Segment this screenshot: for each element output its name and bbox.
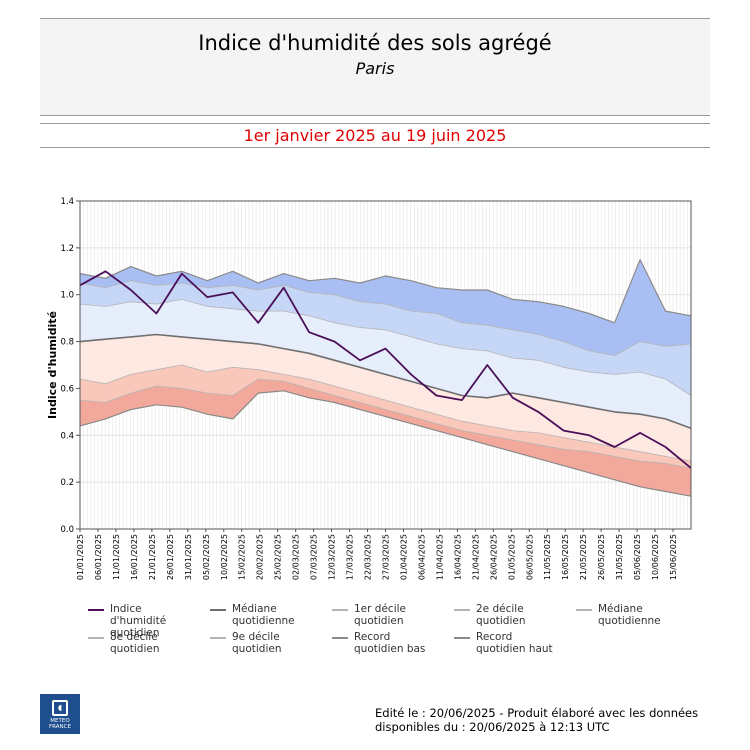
x-tick-label: 26/01/2025	[166, 534, 175, 580]
legend-item: Indice d'humidité quotidien	[88, 603, 198, 639]
x-tick-label: 21/04/2025	[471, 534, 480, 580]
series-median	[79, 333, 692, 430]
y-tick-label: 0.0	[60, 525, 74, 535]
legend-label: Médiane quotidienne	[232, 603, 295, 627]
logo-mark-icon: ◖	[52, 700, 68, 716]
x-tick-label: 10/02/2025	[220, 534, 229, 580]
y-axis-label: Indice d'humidité	[46, 311, 59, 419]
x-tick-label: 21/05/2025	[579, 534, 588, 580]
legend-item: Record quotidien haut	[454, 631, 564, 655]
legend-label: 2e décile quotidien	[476, 603, 526, 627]
logo-text: METEO FRANCE	[49, 718, 71, 730]
legend-item: 9e décile quotidien	[210, 631, 320, 655]
legend-swatch	[332, 637, 348, 639]
footer-line-1: Edité le : 20/06/2025 - Produit élaboré …	[375, 706, 699, 720]
x-tick-label: 02/03/2025	[292, 534, 301, 580]
x-tick-label: 10/06/2025	[651, 534, 660, 580]
legend-item: Médiane quotidienne	[210, 603, 320, 627]
band-d9-d8	[80, 280, 691, 396]
y-tick-label: 1.4	[60, 197, 74, 207]
y-tick-label: 1.2	[60, 244, 74, 254]
x-tick-label: 15/02/2025	[238, 534, 247, 580]
x-tick-label: 01/05/2025	[507, 534, 516, 580]
series-decile-9	[79, 280, 692, 356]
footer-line-2: disponibles du : 20/06/2025 à 12:13 UTC	[375, 720, 610, 734]
legend-label: Record quotidien bas	[354, 631, 426, 655]
x-tick-label: 06/01/2025	[94, 534, 103, 580]
x-tick-label: 17/03/2025	[346, 534, 355, 580]
series-record-low	[79, 390, 692, 497]
page-title: Indice d'humidité des sols agrégé	[198, 31, 552, 55]
y-tick-label: 1.0	[60, 291, 74, 301]
legend-label: Médiane quotidienne	[598, 603, 661, 627]
x-tick-label: 27/03/2025	[382, 534, 391, 580]
x-tick-label: 25/02/2025	[274, 534, 283, 580]
x-tick-label: 26/05/2025	[597, 534, 606, 580]
legend-label: 8e décile quotidien	[110, 631, 160, 655]
x-tick-label: 16/05/2025	[561, 534, 570, 580]
header-box: Indice d'humidité des sols agrégé Paris	[40, 18, 710, 116]
legend-item: Record quotidien bas	[332, 631, 442, 655]
x-tick-label: 11/01/2025	[112, 534, 121, 580]
band-d1-record-low	[80, 379, 691, 497]
band-d8-median	[80, 299, 691, 429]
band-median-d2	[80, 334, 691, 462]
legend-swatch	[210, 637, 226, 639]
x-tick-label: 11/05/2025	[543, 534, 552, 580]
legend-label: 1er décile quotidien	[354, 603, 406, 627]
x-tick-label: 16/04/2025	[453, 534, 462, 580]
x-tick-label: 22/03/2025	[364, 534, 373, 580]
legend-swatch	[454, 609, 470, 611]
x-tick-label: 05/02/2025	[202, 534, 211, 580]
legend-item: 8e décile quotidien	[88, 631, 198, 655]
footer-note: Edité le : 20/06/2025 - Produit élaboré …	[375, 706, 715, 734]
band-d2-d1	[80, 365, 691, 469]
x-tick-label: 06/05/2025	[525, 534, 534, 580]
legend-label: Indice d'humidité quotidien	[110, 603, 167, 639]
legend-swatch	[332, 609, 348, 611]
x-tick-label: 31/05/2025	[615, 534, 624, 580]
series-record-high	[79, 259, 692, 324]
x-tick-label: 31/01/2025	[184, 534, 193, 580]
page-subtitle: Paris	[355, 59, 395, 78]
legend-swatch	[88, 609, 104, 611]
legend-item: Médiane quotidienne	[576, 603, 686, 627]
x-tick-label: 07/03/2025	[310, 534, 319, 580]
y-tick-label: 0.4	[60, 431, 74, 441]
series-decile-8	[79, 299, 692, 396]
x-tick-label: 12/03/2025	[328, 534, 337, 580]
y-tick-label: 0.2	[60, 478, 74, 488]
legend-swatch	[88, 637, 104, 639]
y-tick-label: 0.6	[60, 384, 74, 394]
x-tick-label: 20/02/2025	[256, 534, 265, 580]
legend-item: 2e décile quotidien	[454, 603, 564, 627]
legend-swatch	[454, 637, 470, 639]
band-record-high-d9	[80, 259, 691, 356]
x-tick-label: 05/06/2025	[633, 534, 642, 580]
legend-swatch	[210, 609, 226, 611]
legend-item: 1er décile quotidien	[332, 603, 442, 627]
legend-label: Record quotidien haut	[476, 631, 553, 655]
meteo-france-logo: ◖ METEO FRANCE	[40, 694, 80, 734]
series-decile-1	[79, 378, 692, 469]
x-tick-label: 21/01/2025	[148, 534, 157, 580]
legend-label: 9e décile quotidien	[232, 631, 282, 655]
x-tick-label: 26/04/2025	[489, 534, 498, 580]
x-tick-label: 06/04/2025	[417, 534, 426, 580]
y-tick-label: 0.8	[60, 338, 74, 348]
series-decile-2	[79, 364, 692, 462]
period-box: 1er janvier 2025 au 19 juin 2025	[40, 123, 710, 148]
series-soil-moisture-index	[79, 270, 692, 469]
x-tick-label: 01/04/2025	[400, 534, 409, 580]
x-tick-label: 01/01/2025	[76, 534, 85, 580]
x-tick-label: 16/01/2025	[130, 534, 139, 580]
chart-legend: Indice d'humidité quotidien Médiane quoti…	[80, 603, 700, 663]
x-tick-label: 11/04/2025	[435, 534, 444, 580]
legend-swatch	[576, 609, 592, 611]
soil-moisture-chart: 0.0 0.2 0.4 0.6 0.8 1.0 1.2 1.4 Indice d'humidit…	[46, 197, 692, 580]
x-tick-label: 15/06/2025	[669, 534, 678, 580]
period-label: 1er janvier 2025 au 19 juin 2025	[243, 126, 507, 145]
